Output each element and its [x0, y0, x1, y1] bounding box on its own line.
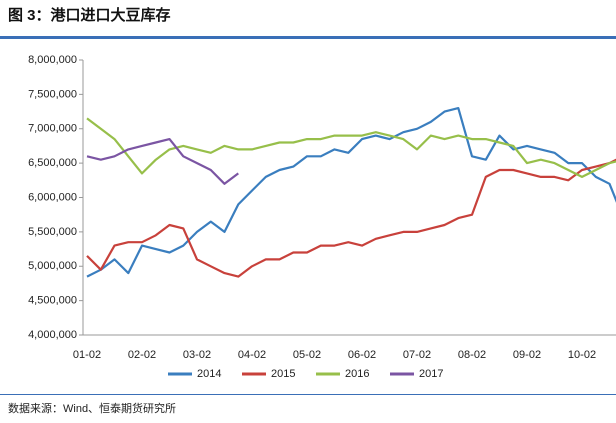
x-tick-label: 10-02: [568, 349, 596, 361]
x-tick-label: 03-02: [183, 349, 211, 361]
y-tick-label: 4,500,000: [28, 295, 77, 307]
legend-label: 2014: [197, 368, 221, 380]
x-tick-label: 07-02: [403, 349, 431, 361]
x-tick-label: 08-02: [458, 349, 486, 361]
series-line: [86, 158, 616, 278]
x-tick-label: 01-02: [73, 349, 101, 361]
x-tick-label: 02-02: [128, 349, 156, 361]
y-tick-label: 6,500,000: [28, 157, 77, 169]
x-tick-label: 05-02: [293, 349, 321, 361]
legend-label: 2017: [419, 368, 443, 380]
y-tick-label: 7,000,000: [28, 123, 77, 135]
title-rule: [0, 36, 616, 39]
y-tick-label: 5,000,000: [28, 260, 77, 272]
y-tick-label: 6,000,000: [28, 191, 77, 203]
y-tick-label: 7,500,000: [28, 88, 77, 100]
source: 数据来源：Wind、恒泰期货研究所: [8, 401, 176, 415]
x-tick-label: 04-02: [238, 349, 266, 361]
series-line: [86, 138, 239, 185]
y-tick-label: 8,000,000: [28, 54, 77, 66]
chart-title: 图 3：港口进口大豆库存: [8, 6, 171, 24]
x-tick-label: 06-02: [348, 349, 376, 361]
series-line: [86, 117, 616, 178]
y-tick-label: 4,000,000: [28, 329, 77, 341]
legend-label: 2016: [345, 368, 369, 380]
legend-label: 2015: [271, 368, 295, 380]
source-rule: [0, 394, 616, 395]
series-line: [86, 107, 616, 278]
y-tick-label: 5,500,000: [28, 226, 77, 238]
x-tick-label: 09-02: [513, 349, 541, 361]
